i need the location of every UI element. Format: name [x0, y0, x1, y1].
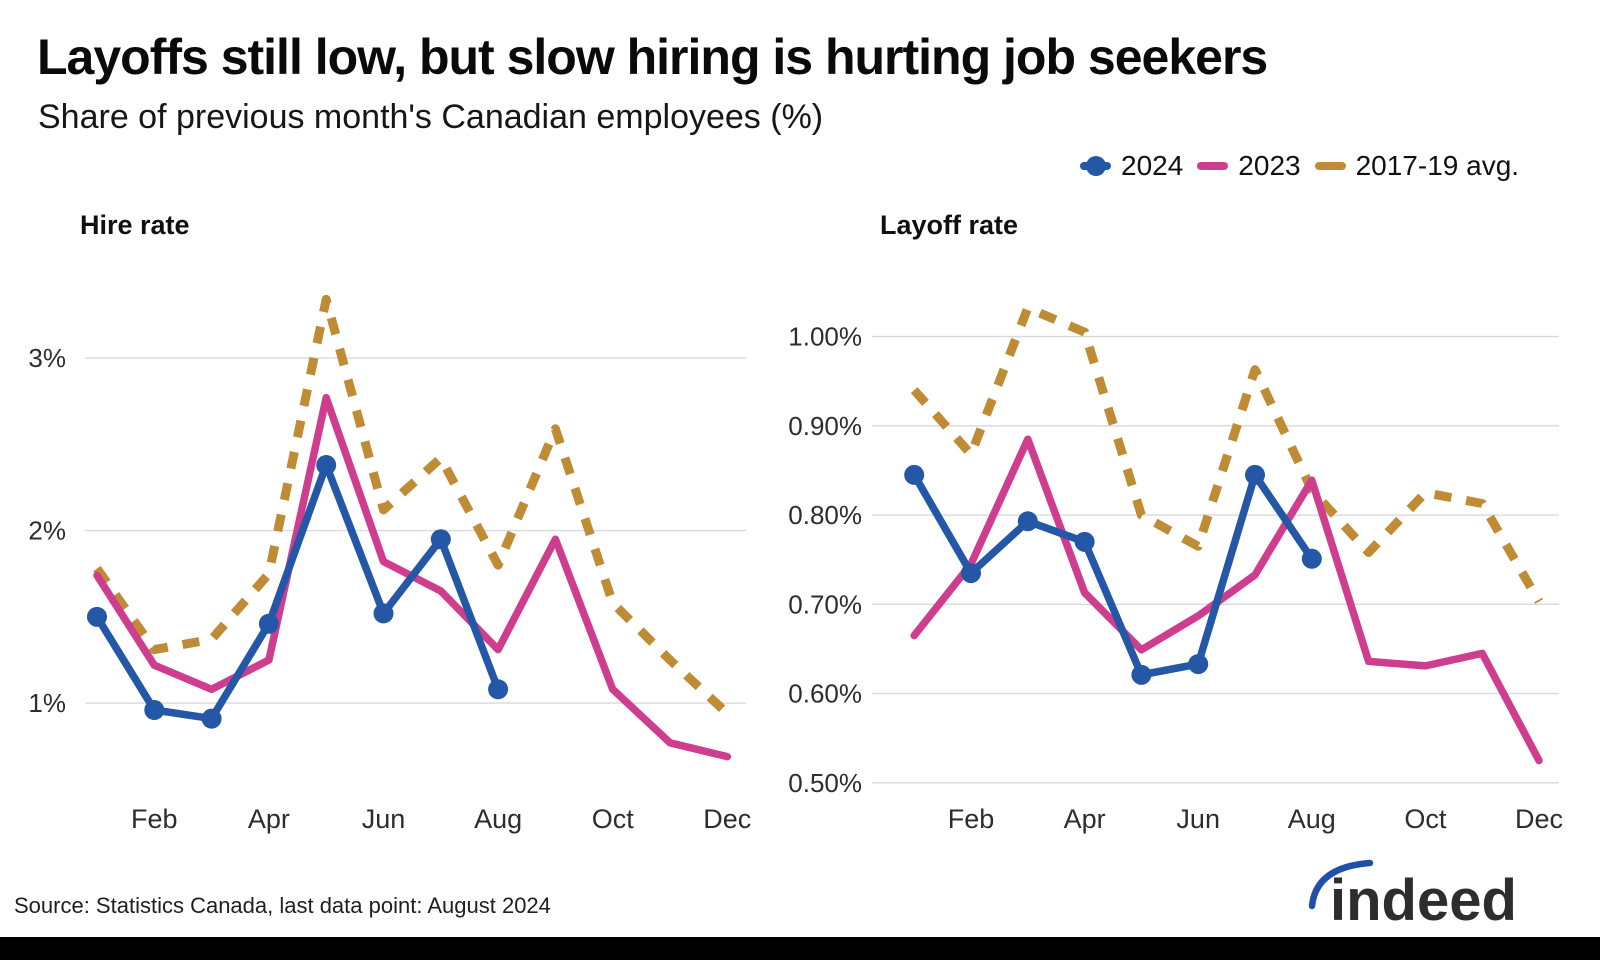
x-tick-label: Apr: [248, 804, 290, 834]
bottom-bar: [0, 937, 1600, 960]
layoff-rate-chart-title: Layoff rate: [880, 210, 1019, 240]
hire-rate-chart-title: Hire rate: [80, 210, 190, 240]
series-line-2017-19avg: [93, 294, 731, 717]
x-tick-label: Dec: [703, 804, 751, 834]
data-point-2024: [1301, 548, 1322, 569]
legend: 2024 2023 2017-19 avg.: [1080, 150, 1519, 182]
data-point-2024: [258, 613, 279, 634]
legend-item-2023: 2023: [1197, 150, 1301, 182]
legend-label-2024: 2024: [1121, 150, 1184, 181]
x-tick-label: Jun: [1176, 804, 1220, 834]
page-title: Layoffs still low, but slow hiring is hu…: [37, 29, 1268, 85]
data-point-2024: [316, 455, 337, 476]
data-point-2024: [144, 700, 165, 721]
legend-label-2023: 2023: [1238, 150, 1301, 181]
y-tick-label: 2%: [28, 516, 66, 546]
x-tick-label: Oct: [1404, 804, 1447, 834]
data-point-2024: [1017, 511, 1038, 532]
layoff-rate-chart: 1.00% 0.90% 0.80% 0.70% 0.60% 0.50% Feb Apr Jun A…: [770, 258, 1570, 848]
y-tick-label: 0.50%: [788, 768, 862, 798]
legend-marker-2017-19-avg-icon: [1314, 162, 1346, 170]
layoff-rate-plot: 1.00% 0.90% 0.80% 0.70% 0.60% 0.50% Feb Apr Jun A…: [788, 303, 1563, 834]
y-tick-label: 0.80%: [788, 500, 862, 530]
data-point-2024: [1074, 531, 1095, 552]
x-tick-label: Feb: [948, 804, 995, 834]
data-point-2024: [201, 708, 222, 729]
x-tick-label: Aug: [1288, 804, 1336, 834]
legend-label-2017-19-avg: 2017-19 avg.: [1355, 150, 1520, 181]
data-point-2024: [1188, 654, 1209, 675]
data-point-2024: [488, 679, 509, 700]
hire-rate-chart: 3% 2% 1% Feb Apr Jun Aug Oct Dec: [20, 258, 780, 848]
data-point-2024: [961, 563, 981, 584]
indeed-logo-wordmark: indeed: [1330, 868, 1517, 928]
legend-marker-2024-dot-icon: [1085, 156, 1106, 176]
legend-marker-2023-icon: [1197, 162, 1229, 170]
y-tick-label: 1.00%: [788, 322, 862, 352]
data-point-2024: [430, 529, 451, 550]
page-subtitle: Share of previous month's Canadian emplo…: [38, 98, 824, 136]
data-point-2024: [1131, 664, 1152, 685]
y-tick-label: 0.70%: [788, 589, 862, 619]
indeed-logo-swoosh-icon: [1308, 859, 1374, 910]
legend-item-2017-19-avg: 2017-19 avg.: [1314, 150, 1520, 182]
x-tick-label: Aug: [474, 804, 522, 834]
y-tick-label: 1%: [28, 688, 66, 718]
data-point-2024: [87, 606, 107, 627]
data-point-2024: [1245, 464, 1265, 485]
x-tick-label: Jun: [362, 804, 406, 834]
legend-marker-2024-icon: [1080, 156, 1111, 176]
series-line-2023: [910, 435, 1543, 765]
x-tick-label: Feb: [131, 804, 178, 834]
series-line-2017-19avg: [910, 303, 1543, 604]
y-tick-label: 3%: [28, 343, 66, 373]
x-tick-label: Apr: [1064, 804, 1106, 834]
hire-rate-plot: 3% 2% 1% Feb Apr Jun Aug Oct Dec: [28, 294, 751, 834]
data-point-2024: [373, 603, 394, 624]
source-note: Source: Statistics Canada, last data poi…: [14, 893, 551, 918]
x-tick-label: Oct: [592, 804, 635, 834]
x-tick-label: Dec: [1515, 804, 1563, 834]
legend-item-2024: 2024: [1080, 150, 1183, 182]
data-point-2024: [904, 464, 925, 485]
y-tick-label: 0.90%: [788, 411, 862, 441]
indeed-logo: indeed: [1308, 859, 1517, 928]
y-tick-label: 0.60%: [788, 679, 862, 709]
series-line-2024: [910, 471, 1316, 679]
